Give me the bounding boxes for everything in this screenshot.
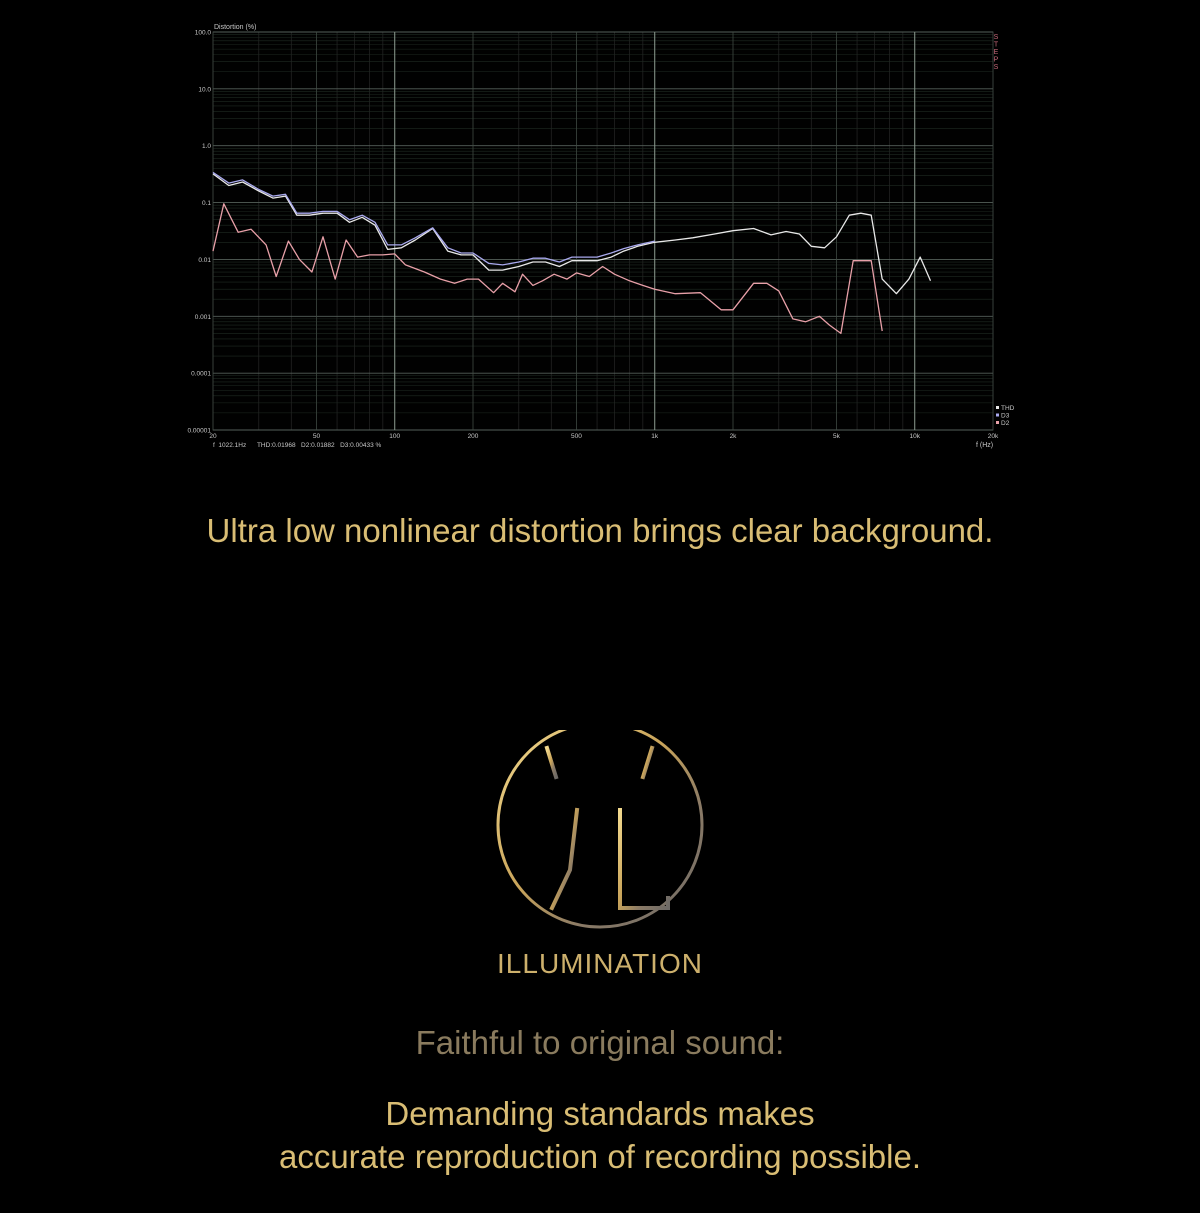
- x-tick-label: 50: [313, 433, 321, 440]
- y-tick-label: 100.0: [195, 30, 212, 37]
- y-tick-label: 0.00001: [188, 428, 212, 435]
- series-line-thd: [212, 173, 932, 295]
- readout: f 1022.1Hz THD:0.01968 D2:0.01882 D3:0.0…: [213, 442, 381, 449]
- x-tick-label: 500: [571, 433, 582, 440]
- tagline: Ultra low nonlinear distortion brings cl…: [206, 512, 994, 549]
- y-axis-label: Distortion (%): [214, 24, 256, 31]
- brand-name: ILLUMINATION: [497, 948, 703, 979]
- steps-letter: S: [994, 64, 999, 71]
- x-tick-label: 5k: [833, 433, 841, 440]
- x-tick-label: 200: [468, 433, 479, 440]
- illumination-logo: [496, 730, 704, 929]
- description-line-1: Demanding standards makes: [385, 1095, 815, 1132]
- series-line-d2: [212, 203, 883, 335]
- logo-ring: [496, 730, 704, 929]
- y-tick-label: 10.0: [198, 86, 211, 93]
- x-tick-label: 20k: [988, 433, 999, 440]
- y-tick-label: 1.0: [202, 143, 211, 150]
- y-tick-label: 0.1: [202, 200, 211, 207]
- x-axis-label: f (Hz): [976, 442, 993, 449]
- y-tick-label: 0.0001: [191, 371, 211, 378]
- x-tick-label: 1k: [651, 433, 659, 440]
- x-tick-label: 10k: [909, 433, 920, 440]
- series-line-d3: [212, 171, 655, 266]
- chart-series: [212, 171, 932, 335]
- logo-glyph-icon: [533, 736, 670, 911]
- legend-swatch: [996, 413, 999, 417]
- y-tick-label: 0.01: [198, 257, 211, 264]
- description-line-2: accurate reproduction of recording possi…: [278, 1138, 922, 1175]
- steps-letter: S: [994, 34, 999, 41]
- legend-label: D3: [1001, 413, 1010, 420]
- steps-letter: T: [994, 42, 999, 49]
- plot-background: [212, 31, 994, 431]
- steps-letter: P: [994, 57, 999, 64]
- legend-swatch: [996, 421, 999, 424]
- x-tick-label: 100: [389, 433, 400, 440]
- y-tick-label: 0.001: [195, 314, 212, 321]
- faithful-heading: Faithful to original sound:: [415, 1024, 785, 1061]
- x-tick-label: 2k: [730, 433, 738, 440]
- legend-label: THD: [1001, 405, 1015, 412]
- legend-swatch: [996, 406, 999, 409]
- legend-label: D2: [1001, 420, 1010, 427]
- steps-letter: E: [994, 49, 999, 56]
- x-tick-label: 20: [209, 433, 217, 440]
